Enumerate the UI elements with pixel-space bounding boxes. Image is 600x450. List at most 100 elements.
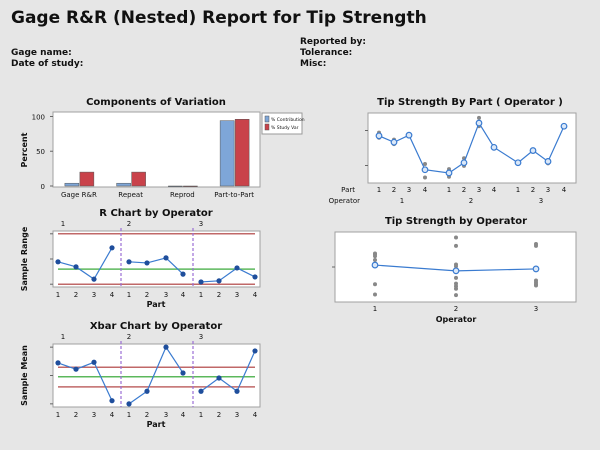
mean-point: [544, 158, 552, 165]
x-tick-label: 1: [127, 291, 131, 299]
x-tick-label: 3: [92, 411, 96, 419]
x-axis-label: Operator: [436, 315, 477, 324]
observation-point: [373, 254, 377, 259]
part-tick-label: 2: [392, 186, 396, 194]
data-point: [109, 398, 115, 404]
gage-info: Gage name: Date of study:: [11, 48, 83, 70]
mean-point: [371, 261, 379, 269]
y-axis-label: Sample Range: [20, 226, 29, 291]
observation-point: [454, 243, 458, 248]
data-point: [163, 344, 169, 350]
x-tick-label: 2: [217, 411, 221, 419]
x-tick-label: 4: [110, 291, 115, 299]
operator-tick-label: 1: [400, 197, 404, 205]
x-tick-label: 2: [145, 411, 149, 419]
reported-by-label: Reported by:: [300, 37, 366, 47]
bar: [234, 119, 250, 187]
mean-point: [445, 169, 453, 177]
legend-swatch: [264, 123, 270, 131]
observation-point: [454, 286, 458, 291]
tolerance-label: Tolerance:: [300, 48, 353, 58]
chart-title: R Chart by Operator: [99, 208, 213, 219]
y-tick-label: 0: [41, 183, 45, 191]
data-point: [234, 265, 240, 271]
observation-point: [373, 282, 377, 287]
mean-point: [529, 147, 537, 154]
part-tick-label: 4: [492, 186, 497, 194]
mean-point: [405, 131, 413, 139]
x-tick-label: 4: [253, 291, 258, 299]
plot-area: [52, 343, 261, 408]
x-tick-label: 2: [74, 291, 78, 299]
data-line: [200, 350, 256, 393]
operator-tick-label: 2: [469, 197, 473, 205]
data-point: [198, 388, 204, 394]
mean-point: [460, 159, 468, 167]
bar: [131, 171, 146, 187]
part-tick-label: 2: [531, 186, 535, 194]
x-tick-label: Part-to-Part: [214, 191, 254, 199]
bar: [168, 185, 183, 187]
observation-point: [534, 283, 538, 288]
data-point: [55, 360, 61, 366]
bar: [79, 171, 95, 187]
report-title: Gage R&R (Nested) Report for Tip Strengt…: [11, 8, 427, 28]
mean-point: [560, 122, 568, 130]
data-point: [109, 245, 115, 251]
part-tick-label: 3: [407, 186, 411, 194]
x-tick-label: Gage R&R: [61, 191, 97, 199]
part-axis-label: Part: [341, 186, 355, 194]
part-tick-label: 2: [462, 186, 466, 194]
data-line: [128, 345, 184, 405]
observation-point: [477, 115, 481, 120]
observation-point: [373, 257, 377, 262]
data-point: [216, 278, 222, 284]
data-point: [216, 375, 222, 381]
legend-swatch: [264, 115, 270, 123]
bar: [116, 182, 131, 187]
x-tick-label: 1: [56, 411, 60, 419]
part-tick-label: 1: [447, 186, 451, 194]
data-point: [163, 255, 169, 261]
x-tick-label: Repeat: [118, 191, 143, 199]
data-point: [126, 401, 132, 407]
data-point: [73, 366, 79, 372]
mean-point: [532, 265, 540, 273]
x-axis-label: Part: [147, 420, 166, 429]
x-tick-label: 4: [253, 411, 258, 419]
observation-point: [423, 175, 427, 180]
operator-label: 2: [127, 220, 131, 228]
part-tick-label: 4: [423, 186, 428, 194]
data-point: [73, 264, 79, 270]
operator-axis-label: Operator: [329, 197, 360, 205]
plot-area: [52, 230, 261, 288]
x-tick-label: 2: [454, 305, 458, 313]
chart-title: Tip Strength by Operator: [385, 216, 527, 227]
data-line: [128, 257, 184, 275]
bar: [183, 185, 198, 187]
y-tick-label: 50: [36, 148, 45, 156]
observation-point: [454, 293, 458, 298]
operator-label: 1: [61, 333, 65, 341]
x-tick-label: 4: [110, 411, 115, 419]
date-of-study-label: Date of study:: [11, 59, 84, 69]
x-tick-label: 1: [373, 305, 377, 313]
x-tick-label: 2: [217, 291, 221, 299]
data-point: [91, 359, 97, 365]
x-tick-label: 4: [181, 291, 186, 299]
x-tick-label: 1: [127, 411, 131, 419]
data-point: [91, 276, 97, 282]
x-tick-label: 2: [74, 411, 78, 419]
x-tick-label: 3: [164, 291, 168, 299]
legend-label: % Contribution: [271, 117, 305, 123]
operator-label: 3: [199, 220, 203, 228]
data-point: [180, 370, 186, 376]
operator-tick-label: 3: [539, 197, 543, 205]
part-tick-label: 3: [546, 186, 550, 194]
data-point: [198, 279, 204, 285]
observation-point: [454, 235, 458, 240]
data-point: [55, 259, 61, 265]
chart-title: Xbar Chart by Operator: [90, 321, 222, 332]
observation-point: [454, 264, 458, 269]
